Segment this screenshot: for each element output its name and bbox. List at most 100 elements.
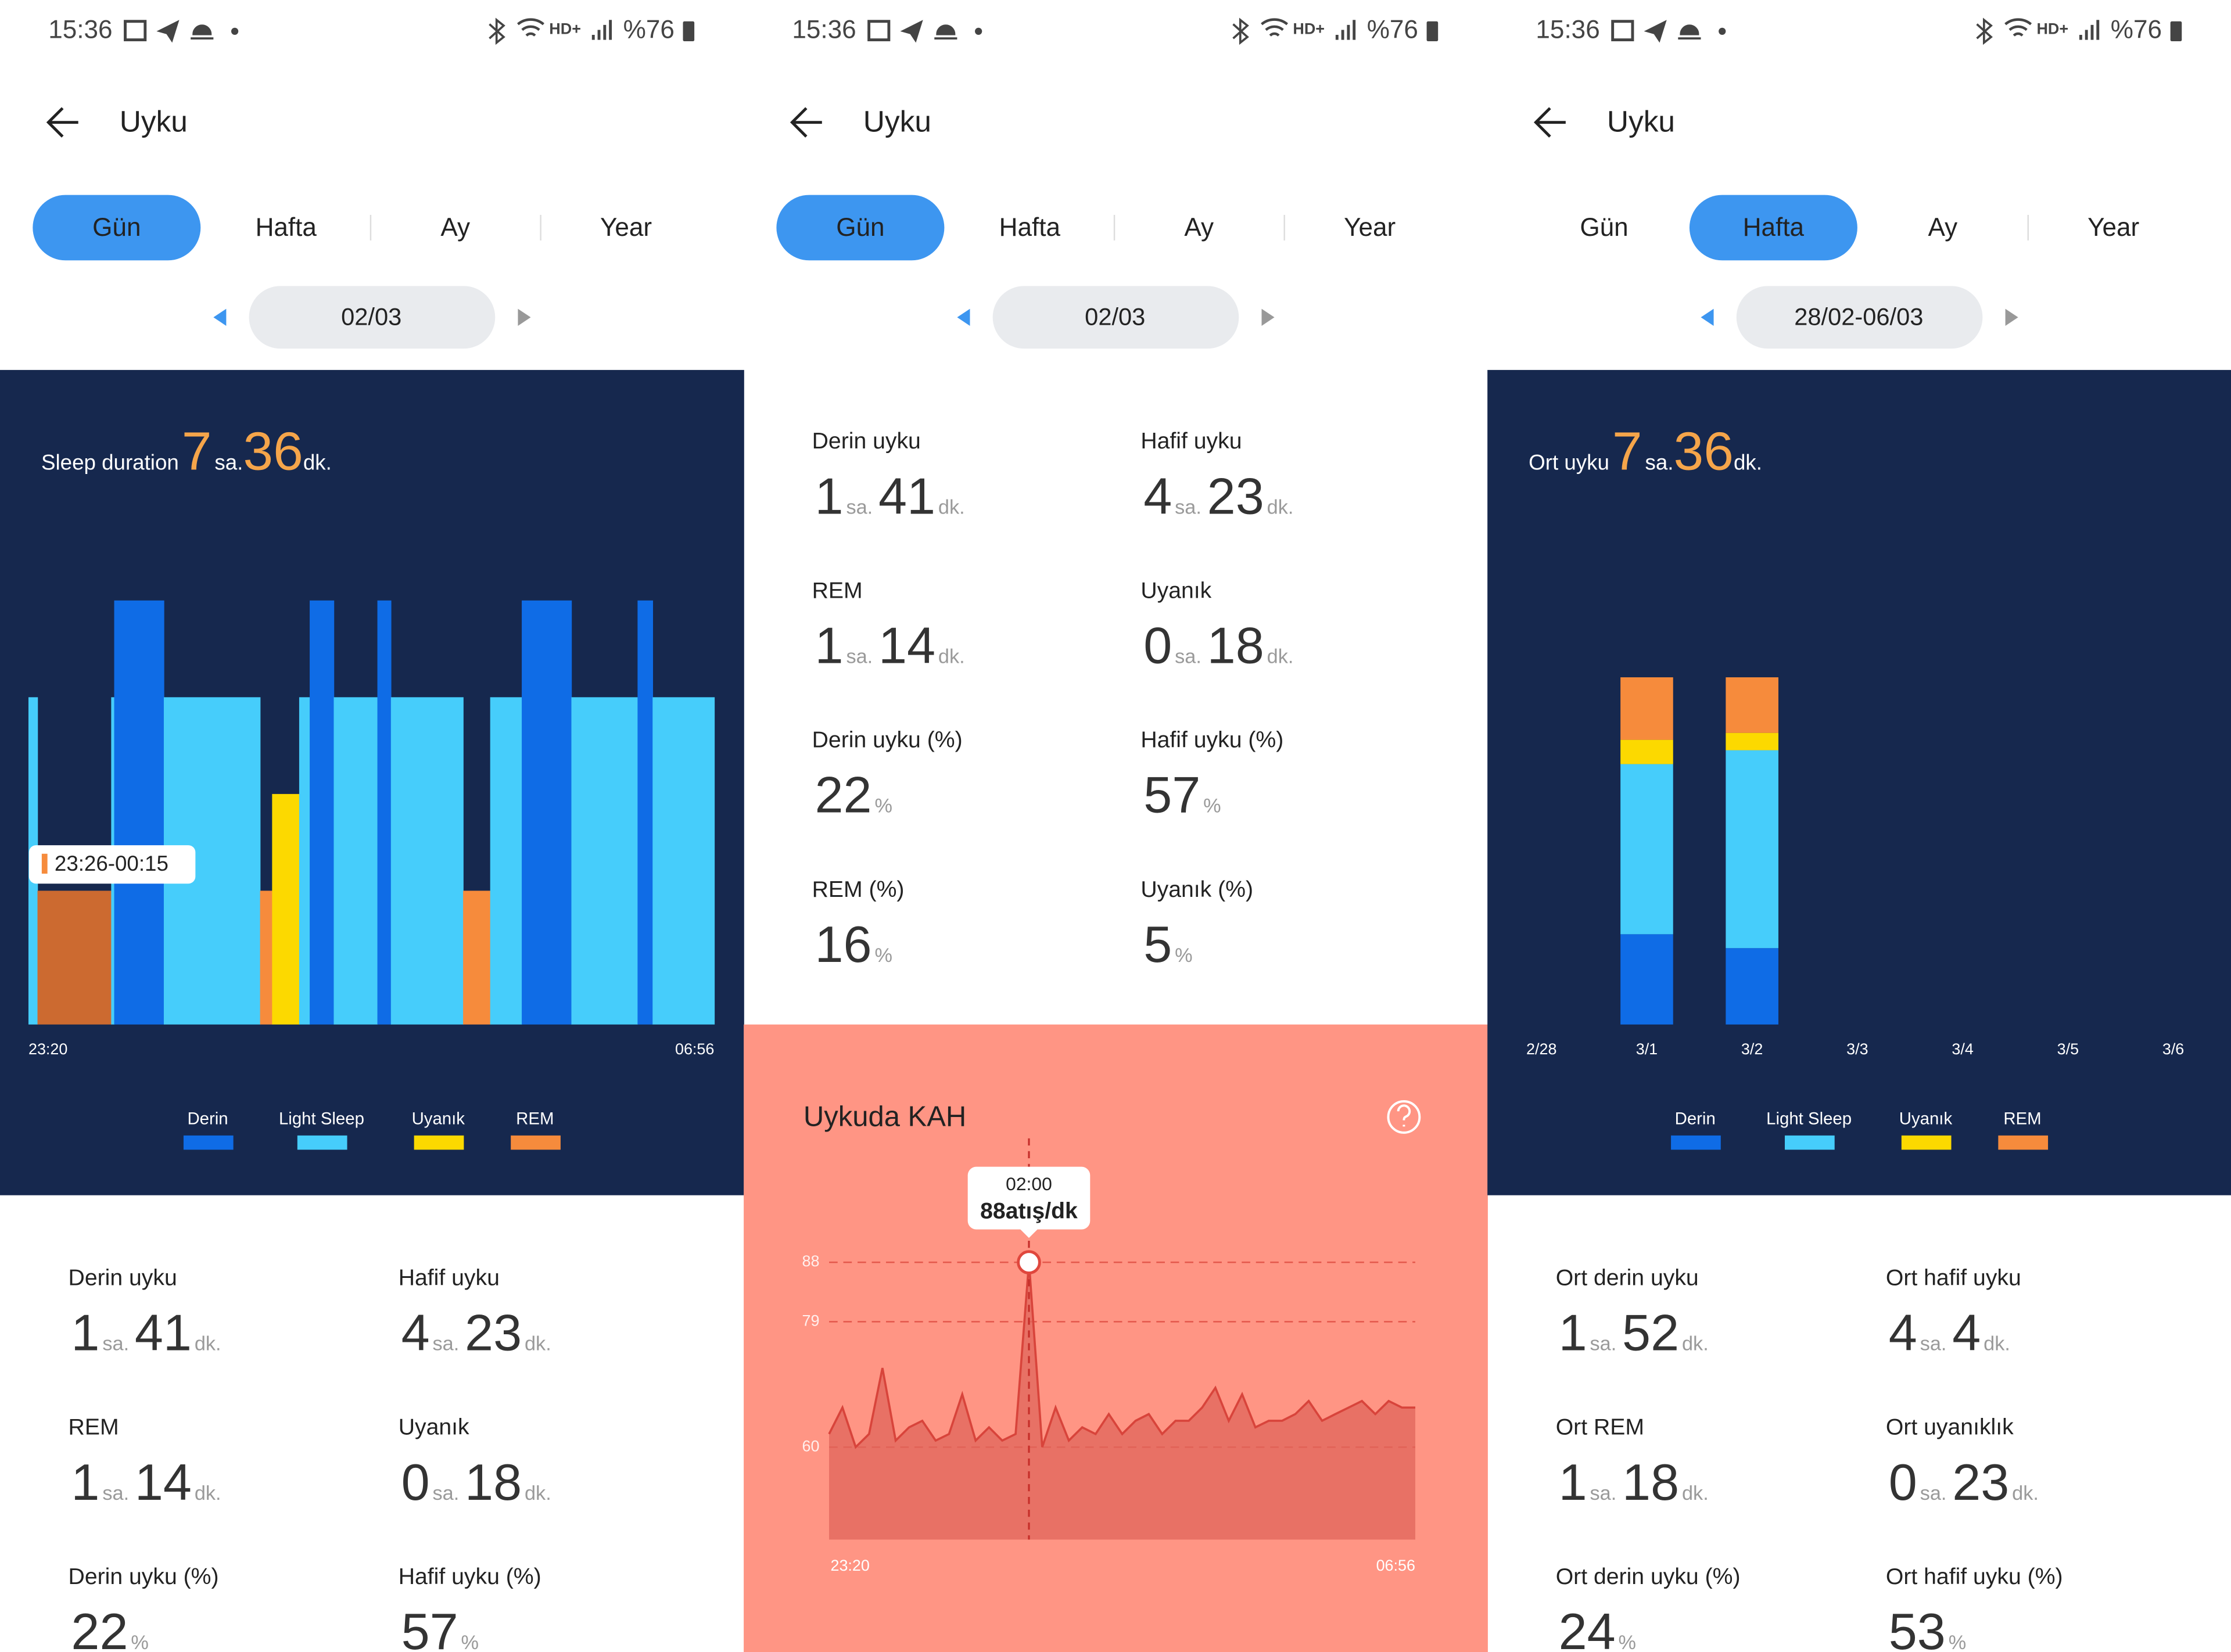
- battery-icon: [2170, 21, 2182, 42]
- summary-hours: 7: [1612, 421, 1642, 481]
- status-battery: %76: [1367, 16, 1418, 44]
- prev-date[interactable]: [213, 308, 227, 326]
- page-title: Uyku: [120, 105, 188, 138]
- stat-number: 16: [815, 915, 872, 973]
- stat-value: 4 sa. 4 dk.: [1889, 1304, 2010, 1362]
- next-date[interactable]: [2005, 308, 2018, 326]
- selected-point: [1017, 1250, 1041, 1274]
- stat-number: 4: [401, 1304, 430, 1362]
- tab[interactable]: Ay: [1184, 213, 1214, 242]
- stat-unit: sa.: [433, 1482, 460, 1504]
- status-icon: [231, 27, 239, 35]
- back-button[interactable]: [1533, 107, 1566, 138]
- status-icon: [1611, 20, 1634, 42]
- tab[interactable]: Year: [2087, 213, 2139, 242]
- tab[interactable]: Hafta: [1743, 213, 1805, 242]
- stat-unit: sa.: [1175, 646, 1201, 668]
- status-icon: [1976, 17, 1993, 45]
- stat-unit: sa.: [846, 646, 873, 668]
- stat-unit: %: [461, 1632, 479, 1652]
- date-pill: [249, 286, 496, 349]
- sleep-segment: [522, 600, 572, 1025]
- status-battery: %76: [2111, 16, 2162, 44]
- status-icon: [900, 20, 923, 43]
- summary-hours: 7: [182, 421, 212, 481]
- stat-value: 57%: [1143, 766, 1221, 824]
- stat-unit: sa.: [102, 1333, 129, 1355]
- tab[interactable]: Gün: [836, 213, 884, 242]
- legend-swatch: [183, 1135, 234, 1150]
- stat-label: REM: [69, 1415, 119, 1440]
- stat-number: 52: [1622, 1304, 1679, 1362]
- tab[interactable]: Year: [600, 213, 652, 242]
- legend-swatch: [414, 1135, 464, 1150]
- status-signal: [2085, 30, 2088, 40]
- tab[interactable]: Year: [1344, 213, 1396, 242]
- status-icon: [489, 17, 505, 45]
- hr-panel: [744, 1024, 1488, 1652]
- legend-swatch: [1901, 1135, 1952, 1150]
- status-icon: [975, 27, 982, 35]
- stat-label: Derin uyku: [812, 429, 921, 454]
- back-button[interactable]: [790, 107, 822, 138]
- status-signal: [1341, 30, 1344, 40]
- tab-active-pill: [776, 195, 945, 261]
- tooltip-pointer: [1020, 1229, 1038, 1238]
- status-signal: [2090, 24, 2094, 40]
- tab[interactable]: Gün: [92, 213, 141, 242]
- battery-icon: [683, 21, 695, 42]
- stat-number: 4: [1143, 467, 1172, 525]
- back-button[interactable]: [46, 107, 78, 138]
- stat-label: Ort hafif uyku (%): [1886, 1564, 2063, 1589]
- status-time: 15:36: [48, 16, 112, 44]
- prev-date[interactable]: [1701, 308, 1714, 326]
- phone-screen: 15:36 HD+ %76 Uyku Gün Hafta Ay Year 28/02-06/03…: [1487, 16, 2231, 1652]
- x-axis-start: 23:20: [28, 1040, 67, 1058]
- stat-unit: sa.: [846, 496, 873, 518]
- stat-label: REM: [812, 578, 863, 603]
- status-signal: [1347, 24, 1350, 40]
- stat-value: 22%: [815, 766, 892, 824]
- tab[interactable]: Ay: [440, 213, 470, 242]
- status-signal: [2096, 20, 2100, 40]
- sleep-segment: [377, 600, 392, 1025]
- tab[interactable]: Ay: [1928, 213, 1958, 242]
- summary-label: Ort uyku: [1529, 450, 1609, 474]
- sleep-segment: [390, 697, 464, 1025]
- stat-unit: dk.: [938, 496, 965, 518]
- tab[interactable]: Hafta: [999, 213, 1061, 242]
- stat-value: 24%: [1559, 1603, 1636, 1652]
- stat-value: 4 sa. 23 dk.: [401, 1304, 551, 1362]
- bar-segment: [1620, 677, 1673, 740]
- sleep-segment: [37, 890, 112, 1025]
- stat-number: 14: [878, 617, 935, 674]
- stat-label: Ort derin uyku: [1556, 1266, 1699, 1291]
- stat-number: 0: [1143, 617, 1172, 674]
- stat-label: Hafif uyku: [1140, 429, 1242, 454]
- tab[interactable]: Gün: [1580, 213, 1628, 242]
- date-pill: [1736, 286, 1983, 349]
- stat-label: Derin uyku: [69, 1266, 177, 1291]
- stat-unit: sa.: [1175, 496, 1201, 518]
- sleep-summary: Sleep duration 7 sa.36dk.: [41, 421, 332, 481]
- stat-value: 4 sa. 23 dk.: [1143, 467, 1293, 525]
- stat-label: Ort derin uyku (%): [1556, 1564, 1741, 1589]
- bar-segment: [1726, 750, 1778, 949]
- next-date[interactable]: [518, 308, 531, 326]
- page-title: Uyku: [1607, 105, 1675, 138]
- prev-date[interactable]: [957, 308, 970, 326]
- stat-value: 57%: [401, 1603, 479, 1652]
- tab-active-pill: [33, 195, 201, 261]
- bar-segment: [1726, 948, 1778, 1025]
- status-icon: [517, 18, 544, 37]
- tab[interactable]: Hafta: [256, 213, 317, 242]
- stat-value: 1 sa. 14 dk.: [71, 1453, 221, 1511]
- y-tick-label: 60: [802, 1437, 819, 1455]
- status-signal: [597, 30, 601, 40]
- stat-number: 57: [1143, 766, 1200, 824]
- next-date[interactable]: [1261, 308, 1275, 326]
- legend-label: Light Sleep: [1766, 1109, 1852, 1129]
- status-icon: [156, 20, 180, 43]
- help-icon[interactable]: [1387, 1100, 1421, 1134]
